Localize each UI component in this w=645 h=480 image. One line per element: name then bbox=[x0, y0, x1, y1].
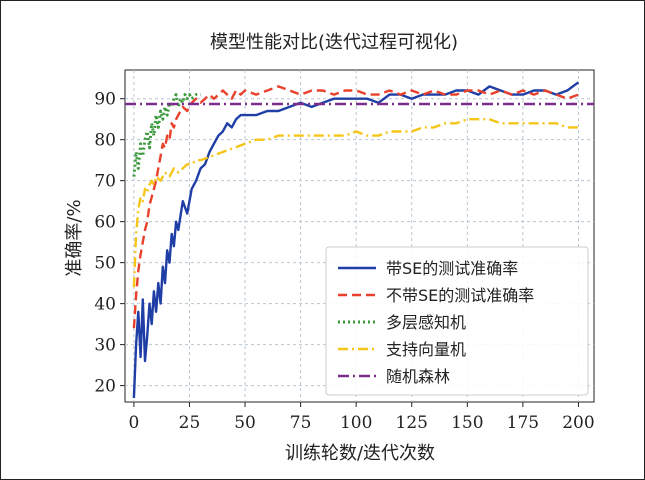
y-tick-label: 30 bbox=[94, 336, 116, 356]
x-axis: 0 25 50 75 100 125 150 175 200 bbox=[128, 402, 595, 433]
legend-label-2: 多层感知机 bbox=[386, 313, 466, 332]
series-lines bbox=[125, 81, 594, 398]
y-tick-label: 90 bbox=[94, 90, 116, 110]
x-tick-label: 50 bbox=[234, 413, 256, 433]
y-tick-label: 70 bbox=[94, 172, 116, 192]
legend-label-3: 支持向量机 bbox=[386, 340, 466, 359]
x-tick-label: 100 bbox=[340, 413, 372, 433]
series-line-1 bbox=[132, 85, 579, 329]
series-line-3 bbox=[132, 117, 579, 288]
y-tick-label: 80 bbox=[94, 131, 116, 151]
y-tick-label: 60 bbox=[94, 213, 116, 233]
chart-title: 模型性能对比(迭代过程可视化) bbox=[210, 32, 458, 53]
legend-box bbox=[325, 246, 589, 396]
legend-label-1: 不带SE的测试准确率 bbox=[386, 286, 534, 305]
legend-label-4: 随机森林 bbox=[386, 367, 450, 386]
x-tick-label: 25 bbox=[179, 413, 201, 433]
y-axis: 20 30 40 50 60 70 80 90 bbox=[94, 90, 125, 397]
x-tick-label: 125 bbox=[396, 413, 428, 433]
plot-area bbox=[124, 69, 595, 403]
series-line-0 bbox=[132, 81, 580, 398]
y-axis-label: 准确率/% bbox=[64, 199, 85, 276]
x-tick-label: 75 bbox=[290, 413, 312, 433]
x-tick-label: 0 bbox=[128, 413, 139, 433]
x-axis-label: 训练轮数/迭代次数 bbox=[285, 443, 435, 464]
y-tick-label: 40 bbox=[94, 295, 116, 315]
x-tick-label: 150 bbox=[451, 413, 483, 433]
x-tick-label: 175 bbox=[507, 413, 539, 433]
x-tick-label: 200 bbox=[562, 413, 594, 433]
y-tick-label: 50 bbox=[94, 254, 116, 274]
y-tick-label: 20 bbox=[94, 377, 116, 397]
legend-label-0: 带SE的测试准确率 bbox=[386, 259, 518, 278]
